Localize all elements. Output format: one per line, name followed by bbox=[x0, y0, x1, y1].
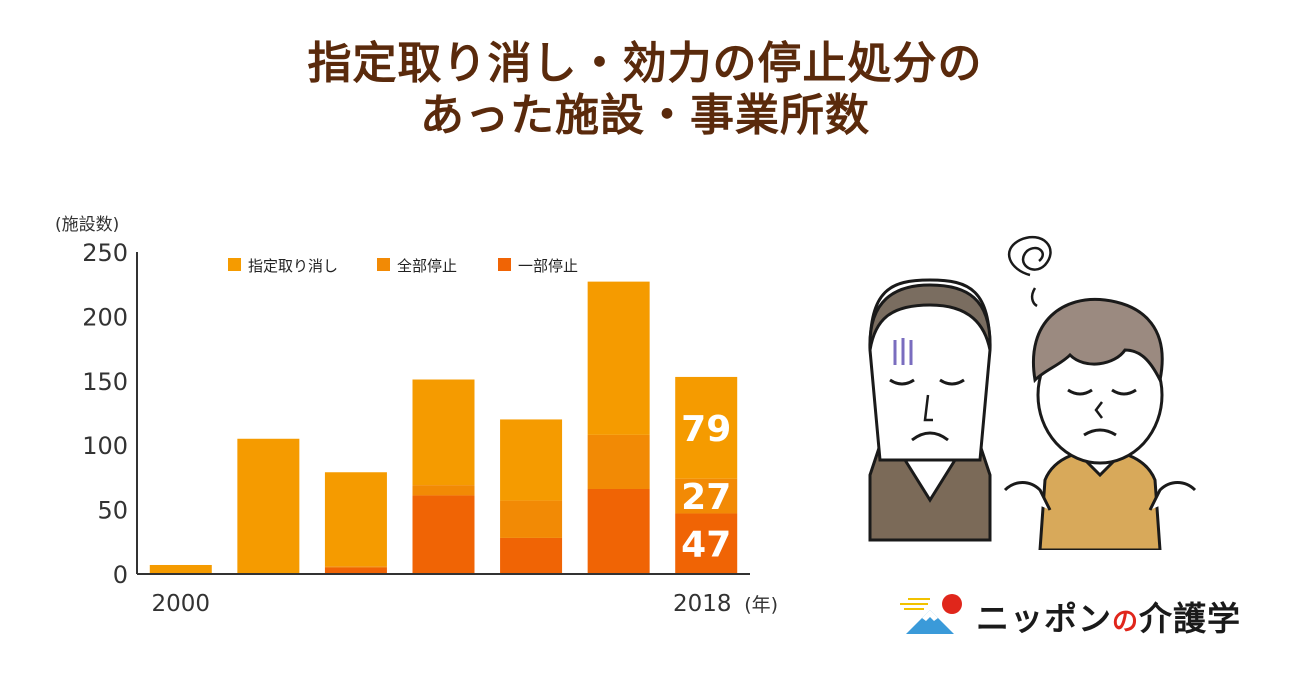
y-tick-label: 0 bbox=[113, 561, 128, 589]
brand-name-part1: ニッポン bbox=[976, 599, 1112, 638]
legend-swatch-revocation bbox=[228, 258, 241, 271]
bar-segment-partial-suspension bbox=[675, 513, 738, 574]
bar-segment-revocation bbox=[237, 438, 300, 574]
chart-title-line2: あった施設・事業所数 bbox=[420, 90, 870, 141]
bar-segment-revocation bbox=[587, 281, 650, 435]
stacked-bar-chart: (施設数) 0 50 100 150 200 250 79 27 47 2000 2018 (年) 指定取… bbox=[55, 215, 778, 617]
mount-fuji-sun-icon bbox=[900, 594, 962, 634]
bar-segment-partial-suspension bbox=[324, 567, 387, 574]
elderly-woman-figure bbox=[1003, 297, 1197, 550]
x-tick-label: 2018 bbox=[673, 591, 732, 617]
bar-segment-revocation bbox=[675, 376, 738, 479]
bar-segment-revocation bbox=[500, 419, 563, 501]
bar-segment-partial-suspension bbox=[500, 537, 563, 574]
legend-swatch-partial-suspension bbox=[498, 258, 511, 271]
chart-title-line1: 指定取り消し・効力の停止処分の bbox=[307, 38, 983, 89]
frustration-scribble-icon bbox=[1008, 235, 1052, 308]
brand-logo: ニッポンの介護学 bbox=[900, 590, 1260, 640]
bar-segment-partial-suspension bbox=[587, 488, 650, 574]
bar-segment-full-suspension bbox=[675, 478, 738, 514]
data-label: 47 bbox=[681, 525, 731, 566]
bar-segment-full-suspension bbox=[324, 566, 387, 568]
y-tick-label: 150 bbox=[82, 368, 128, 396]
y-tick-label: 50 bbox=[97, 497, 128, 525]
x-tick-label: 2000 bbox=[152, 591, 211, 617]
x-axis-unit-label: (年) bbox=[744, 594, 778, 616]
legend-label-partial-suspension: 一部停止 bbox=[518, 257, 578, 275]
bar-segment-full-suspension bbox=[412, 485, 475, 496]
legend-label-full-suspension: 全部停止 bbox=[397, 257, 457, 275]
brand-name-no: の bbox=[1112, 607, 1140, 637]
brand-name-part2: 介護学 bbox=[1139, 599, 1242, 638]
worried-elderly-couple-illustration bbox=[868, 235, 1197, 550]
bar-segment-revocation bbox=[324, 472, 387, 567]
bar-segment-revocation bbox=[149, 564, 212, 574]
bar-segment-full-suspension bbox=[587, 434, 650, 489]
data-label: 79 bbox=[681, 409, 731, 450]
chart-title: 指定取り消し・効力の停止処分の あった施設・事業所数 bbox=[0, 38, 1290, 142]
legend-swatch-full-suspension bbox=[377, 258, 390, 271]
y-tick-label: 100 bbox=[82, 432, 128, 460]
data-label: 27 bbox=[681, 477, 731, 518]
legend-label-revocation: 指定取り消し bbox=[248, 257, 338, 275]
elderly-man-figure bbox=[868, 278, 992, 542]
bar-segment-full-suspension bbox=[500, 500, 563, 538]
y-tick-label: 200 bbox=[82, 303, 128, 331]
brand-name: ニッポンの介護学 bbox=[976, 592, 1241, 640]
bar-segment-revocation bbox=[412, 379, 475, 486]
y-tick-label: 250 bbox=[82, 239, 128, 267]
bar-segment-partial-suspension bbox=[412, 495, 475, 574]
y-axis-label: (施設数) bbox=[55, 215, 119, 235]
